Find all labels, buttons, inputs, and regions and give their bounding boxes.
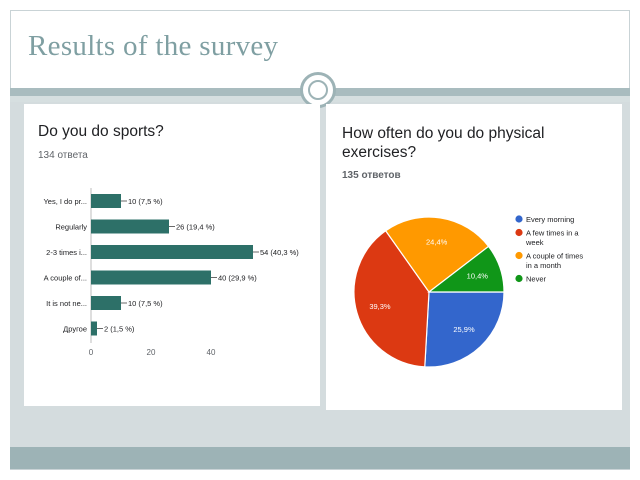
exercise-chart-response-count: 135 ответов [342,170,401,181]
legend-label: Never [526,275,547,284]
legend-label: Every morning [526,215,574,224]
pie-slice-label: 39,3% [369,302,391,311]
sports-chart-title: Do you do sports? [38,123,164,140]
bar [91,296,121,310]
bar-category-label: Regularly [55,223,87,232]
legend-label: A couple of times [526,252,583,261]
bar-x-tick-label: 0 [89,348,94,357]
bar [91,219,169,234]
circle-ornament-icon [300,72,336,108]
bar [91,270,211,285]
circle-ornament-inner [308,80,328,100]
bar-value-label: 10 (7,5 %) [128,197,163,206]
bar-x-tick-label: 20 [147,348,156,357]
legend-label: week [525,238,544,247]
pie-slice [424,291,505,368]
legend-swatch [515,274,523,283]
legend-label: in a month [526,261,561,270]
exercise-chart-title: How often do you do physical exercises? [342,125,545,161]
slide-title: Results of the survey [28,30,279,62]
legend-label: A few times in a [526,229,579,238]
pie-slice-label: 25,9% [453,325,475,334]
bar-category-label: Yes, I do pr... [43,197,87,206]
exercise-pie-chart: 25,9% 39,3% 24,4% 10,4% Every morning A few t… [353,215,583,368]
exercise-chart-panel: How often do you do physical exercises? … [326,104,622,410]
pie-slice-label: 10,4% [467,272,489,281]
bar-value-label: 2 (1,5 %) [104,325,135,334]
pie-slice [353,229,430,368]
pie-slice-label: 24,4% [426,238,448,247]
bar-category-label: A couple of... [44,274,87,283]
legend-swatch [515,228,523,237]
pie-slice [384,216,490,293]
bar [91,194,121,208]
bar-value-label: 40 (29,9 %) [218,274,257,283]
footer-band [10,447,630,469]
sports-bar-chart: Yes, I do pr... 10 (7,5 %) Regularly 26 (19… [43,188,299,357]
sports-chart-response-count: 134 ответа [38,150,88,161]
bar [91,245,253,259]
legend-swatch [515,215,523,223]
bar-category-label: 2-3 times i... [46,248,87,257]
bar-category-label: It is not ne... [46,299,87,308]
bar-value-label: 54 (40,3 %) [260,248,299,257]
bar [91,321,97,336]
pie-slice [427,245,505,293]
sports-chart-panel: Do you do sports? 134 ответа Yes, I do p… [24,104,320,406]
bar-value-label: 10 (7,5 %) [128,299,163,308]
bar-category-label: Другое [63,325,87,334]
bar-x-tick-label: 40 [207,348,216,357]
legend-swatch [515,251,523,260]
bar-value-label: 26 (19,4 %) [176,223,215,232]
